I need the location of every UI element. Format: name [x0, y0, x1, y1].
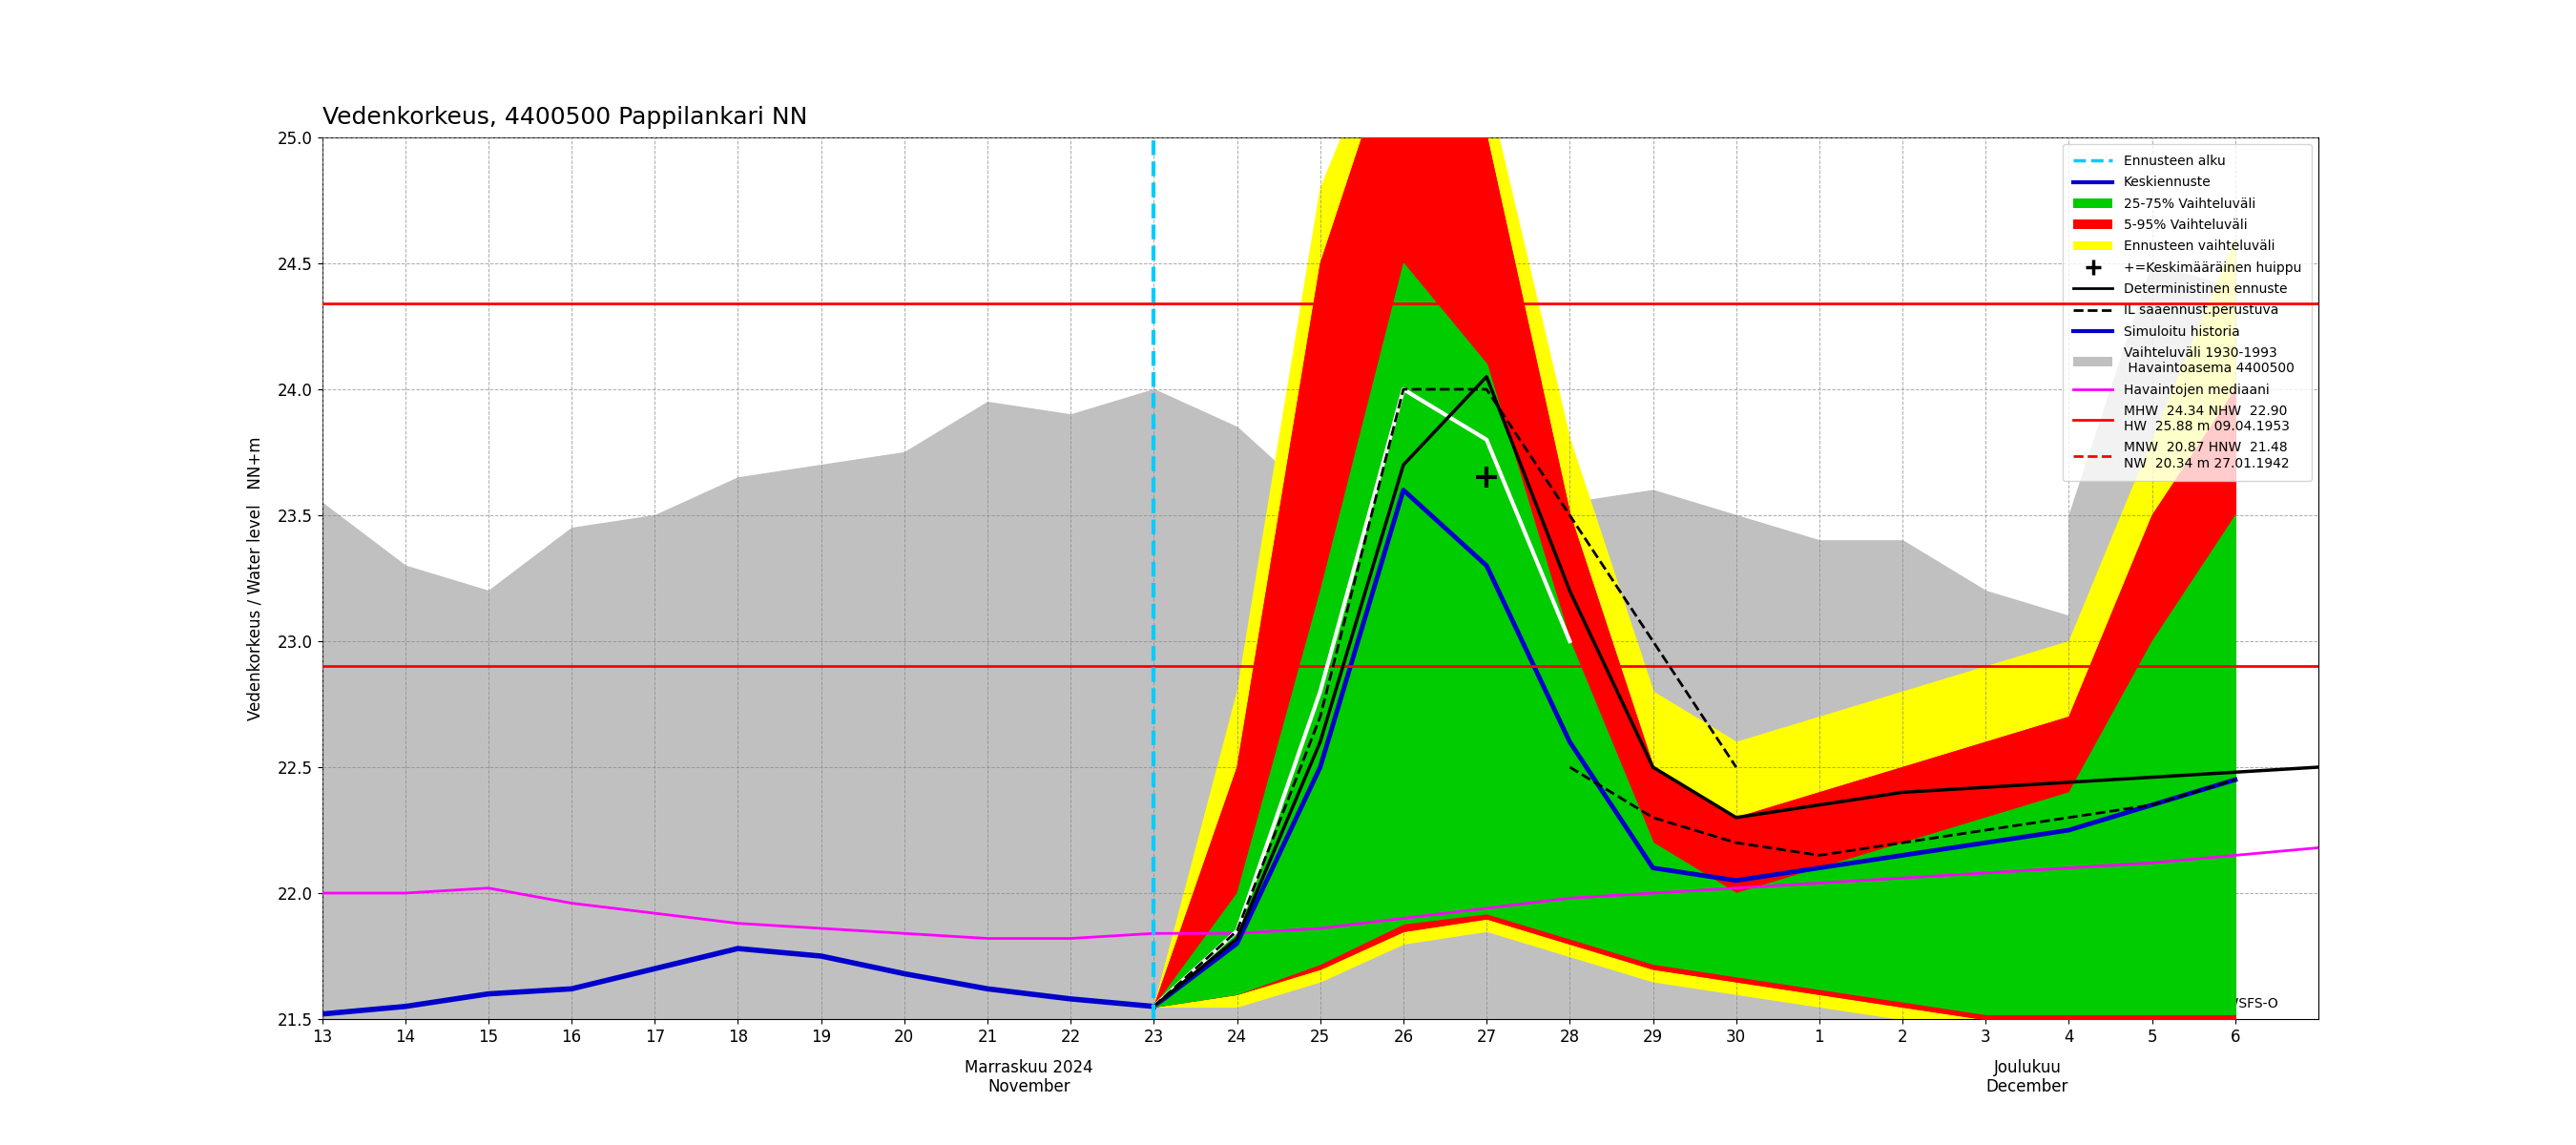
Text: Vedenkorkeus, 4400500 Pappilankari NN: Vedenkorkeus, 4400500 Pappilankari NN [322, 106, 806, 129]
Text: Joulukuu
December: Joulukuu December [1986, 1059, 2069, 1096]
Y-axis label: Vedenkorkeus / Water level   NN+m: Vedenkorkeus / Water level NN+m [247, 436, 265, 720]
Legend: Ennusteen alku, Keskiennuste, 25-75% Vaihteluväli, 5-95% Vaihteluväli, Ennusteen: Ennusteen alku, Keskiennuste, 25-75% Vai… [2063, 144, 2311, 481]
Text: Marraskuu 2024
November: Marraskuu 2024 November [966, 1059, 1092, 1096]
Text: 23-Nov-2024 15:38 WSFS-O: 23-Nov-2024 15:38 WSFS-O [2094, 997, 2277, 1010]
